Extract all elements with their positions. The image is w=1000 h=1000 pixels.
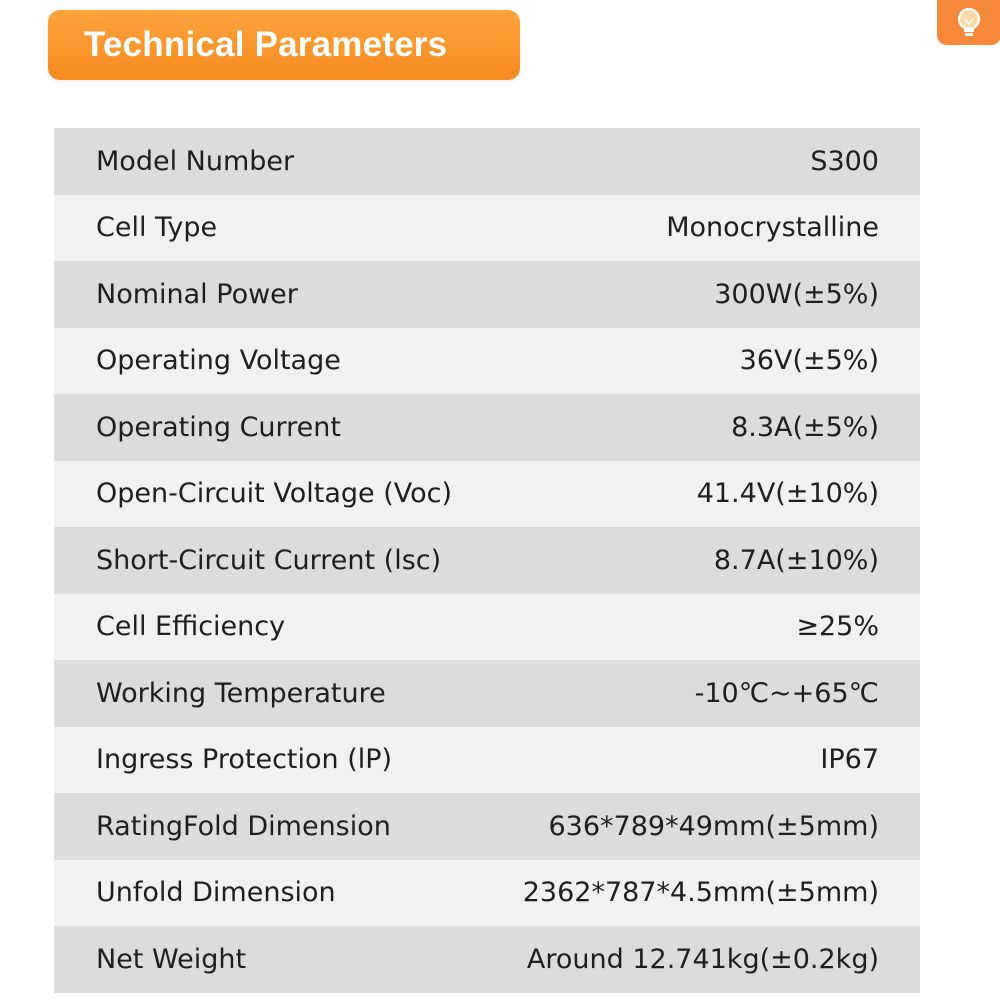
parameter-value: 2362*787*4.5mm(±5mm) [522, 877, 879, 909]
table-row: RatingFold Dimension 636*789*49mm(±5mm) [54, 793, 920, 860]
table-row: Model Number S300 [54, 128, 920, 195]
table-row: Net Weight Around 12.741kg(±0.2kg) [54, 926, 920, 993]
parameter-value: Monocrystalline [666, 212, 879, 244]
table-row: Working Temperature -10℃~+65℃ [54, 660, 920, 727]
parameter-value: IP67 [820, 744, 879, 776]
table-row: Operating Current 8.3A(±5%) [54, 394, 920, 461]
parameter-label: Ingress Protection (lP) [96, 744, 393, 776]
parameter-value: 41.4V(±10%) [696, 478, 879, 510]
parameter-value: 636*789*49mm(±5mm) [548, 810, 880, 842]
table-row: Operating Voltage 36V(±5%) [54, 327, 920, 394]
parameter-value: ≥25% [796, 611, 879, 643]
parameter-value: 8.3A(±5%) [731, 411, 879, 443]
title-banner: Technical Parameters [48, 10, 520, 80]
parameter-label: Model Number [96, 145, 295, 177]
parameter-label: Operating Current [96, 411, 341, 443]
table-row: Open-Circuit Voltage (Voc) 41.4V(±10%) [54, 460, 920, 527]
parameter-label: Working Temperature [96, 677, 386, 709]
parameter-label: Nominal Power [96, 278, 298, 310]
table-row: Cell Type Monocrystalline [54, 194, 920, 261]
parameter-label: Unfold Dimension [96, 877, 336, 909]
parameter-label: RatingFold Dimension [96, 810, 391, 842]
parameter-label: Net Weight [96, 943, 247, 975]
tips-button[interactable] [937, 0, 1000, 45]
parameter-value: -10℃~+65℃ [694, 677, 879, 709]
table-row: Cell Efficiency ≥25% [54, 593, 920, 660]
parameter-label: Short-Circuit Current (lsc) [96, 544, 442, 576]
table-row: Short-Circuit Current (lsc) 8.7A(±10%) [54, 527, 920, 594]
page-title: Technical Parameters [84, 25, 448, 64]
parameter-value: 36V(±5%) [739, 345, 879, 377]
parameter-value: Around 12.741kg(±0.2kg) [526, 943, 879, 975]
parameter-value: 8.7A(±10%) [713, 544, 879, 576]
table-row: Unfold Dimension 2362*787*4.5mm(±5mm) [54, 859, 920, 926]
table-row: Nominal Power 300W(±5%) [54, 261, 920, 328]
parameter-label: Cell Efficiency [96, 611, 286, 643]
parameter-value: 300W(±5%) [714, 278, 879, 310]
lightbulb-icon [955, 6, 983, 40]
parameter-label: Operating Voltage [96, 345, 341, 377]
parameter-label: Open-Circuit Voltage (Voc) [96, 478, 453, 510]
parameters-table: Model Number S300 Cell Type Monocrystalline… [54, 128, 920, 993]
parameter-label: Cell Type [96, 212, 218, 244]
table-row: Ingress Protection (lP) IP67 [54, 726, 920, 793]
parameter-value: S300 [810, 145, 879, 177]
